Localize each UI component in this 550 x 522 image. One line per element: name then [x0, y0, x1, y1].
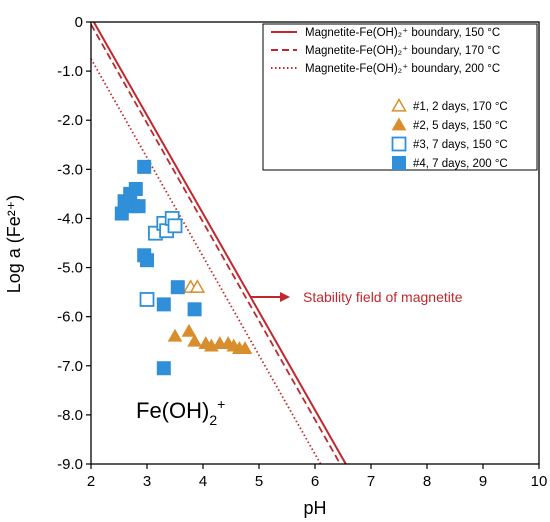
y-tick-label: -4.0 — [57, 210, 83, 227]
x-tick-label: 9 — [479, 473, 487, 490]
data-point-series-2 — [187, 333, 202, 347]
y-tick-label: -3.0 — [57, 161, 83, 178]
data-point-series-2 — [181, 323, 197, 337]
y-tick-label: -8.0 — [57, 407, 83, 424]
legend-marker-swatch — [391, 97, 407, 112]
y-axis-title: Log a (Fe²⁺) — [4, 195, 24, 294]
data-point-series-2 — [167, 328, 183, 342]
boundary-line-solid — [92, 22, 347, 464]
data-point-series-3 — [167, 218, 183, 234]
data-point-series-4 — [140, 253, 154, 268]
boundary-line-dotted — [91, 58, 322, 464]
data-point-series-3 — [139, 292, 155, 307]
legend-label: #3, 7 days, 150 °C — [413, 139, 508, 151]
region-label-feoh2: Fe(OH)2+ — [136, 396, 225, 428]
x-axis-title: pH — [303, 498, 326, 518]
legend-marker-swatch — [391, 136, 407, 152]
legend-label: Magnetite-Fe(OH)₂⁺ boundary, 200 °C — [305, 63, 500, 75]
data-point-series-4 — [156, 297, 171, 312]
legend-label: #4, 7 days, 200 °C — [413, 158, 508, 170]
data-point-series-4 — [187, 302, 202, 317]
y-tick-label: -7.0 — [57, 358, 83, 375]
y-tick-label: -9.0 — [57, 456, 83, 473]
legend-marker-swatch — [392, 156, 406, 170]
x-tick-label: 2 — [87, 473, 95, 490]
legend-label: #1, 2 days, 170 °C — [413, 101, 508, 113]
y-tick-label: -1.0 — [57, 63, 83, 80]
y-tick-label: -6.0 — [57, 309, 83, 326]
data-point-series-2 — [237, 341, 253, 354]
data-point-series-4 — [170, 280, 185, 295]
x-tick-label: 10 — [531, 473, 548, 490]
annotation-arrow-head — [280, 292, 290, 302]
y-tick-label: -2.0 — [57, 112, 83, 129]
x-tick-label: 4 — [199, 473, 207, 490]
x-tick-label: 3 — [143, 473, 151, 490]
legend-label: #2, 5 days, 150 °C — [413, 120, 508, 132]
y-tick-label: 0 — [75, 14, 83, 31]
legend-label: Magnetite-Fe(OH)₂⁺ boundary, 170 °C — [305, 45, 500, 57]
x-tick-label: 7 — [367, 473, 375, 490]
data-point-series-4 — [137, 159, 152, 174]
x-tick-label: 8 — [423, 473, 431, 490]
data-point-series-4 — [131, 199, 146, 214]
y-tick-label: -5.0 — [57, 260, 83, 277]
boundary-line-dashed — [91, 24, 341, 464]
x-tick-label: 5 — [255, 473, 263, 490]
data-point-series-1 — [189, 279, 206, 293]
annotation-magnetite-field: Stability field of magnetite — [303, 289, 463, 305]
x-tick-label: 6 — [311, 473, 319, 490]
data-point-series-4 — [128, 181, 143, 196]
legend-label: Magnetite-Fe(OH)₂⁺ boundary, 150 °C — [305, 27, 500, 39]
data-point-series-4 — [156, 361, 171, 376]
legend-marker-swatch — [391, 117, 407, 131]
